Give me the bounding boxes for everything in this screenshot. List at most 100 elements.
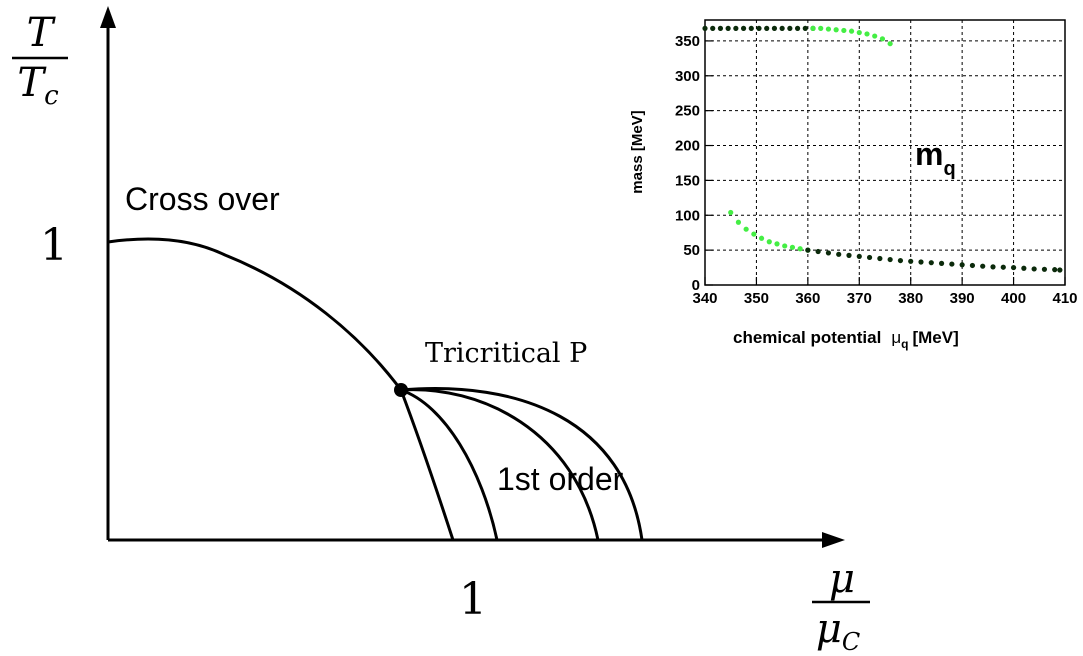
inset-data-point (866, 254, 873, 261)
inset-ytick-label: 250 (675, 103, 700, 120)
inset-data-point (728, 209, 734, 216)
inset-data-point (794, 25, 801, 31)
inset-data-point (733, 25, 739, 31)
inset-data-point (797, 246, 803, 252)
inset-points (702, 25, 1063, 273)
inset-data-point (751, 231, 757, 237)
inset-data-point (1057, 267, 1063, 273)
inset-data-point (725, 25, 731, 31)
first-order-label: 1st order (497, 461, 624, 497)
inset-data-point (1000, 264, 1006, 270)
inset-data-point (918, 259, 924, 265)
inset-data-point (887, 256, 893, 263)
inset-data-point (748, 25, 754, 31)
inset-data-point (848, 28, 855, 34)
inset-data-point (877, 255, 883, 262)
inset-data-point (856, 253, 862, 260)
inset-data-point (864, 31, 870, 37)
inset-data-point (897, 257, 904, 264)
inset-grid (705, 20, 1065, 285)
inset-ytick-label: 350 (675, 33, 700, 50)
inset-data-point (841, 27, 847, 34)
inset-xtick-label: 370 (847, 290, 872, 307)
inset-ytick-label: 50 (683, 242, 700, 259)
y-label-denominator: Tc (17, 60, 59, 111)
inset-data-point (887, 41, 893, 47)
inset-data-point (735, 219, 742, 225)
inset-data-point (969, 262, 976, 269)
inset-data-point (836, 251, 842, 257)
inset-data-point (825, 26, 832, 32)
inset-ytick-label: 100 (675, 207, 700, 224)
inset-data-point (1010, 264, 1017, 271)
crossover-curve (107, 237, 403, 391)
inset-data-point (1052, 267, 1058, 273)
inset-data-point (825, 250, 832, 256)
first-order-curve-3 (400, 388, 600, 541)
inset-data-point (1021, 265, 1027, 271)
inset-data-point (879, 36, 886, 42)
y-axis-arrowhead (100, 6, 116, 28)
inset-xtick-label: 400 (1001, 290, 1026, 307)
inset-ytick-label: 150 (675, 172, 700, 189)
inset-data-point (1031, 266, 1037, 272)
x-tick-1: 1 (459, 574, 487, 625)
inset-data-point (833, 27, 839, 33)
inset-background (626, 4, 1083, 368)
first-order-curve-1 (399, 389, 455, 541)
inset-data-point (805, 247, 811, 253)
crossover-label: Cross over (125, 181, 280, 217)
first-order-curve-2 (400, 388, 499, 541)
inset-data-point (787, 25, 793, 31)
inset-xlabel: chemical potential μq [MeV] (733, 328, 959, 351)
inset-data-point (779, 25, 785, 31)
inset-ticks: 340 350 360 370 380 390 400 410 0 50 100 150 200 250 3… (675, 33, 1078, 307)
inset-data-point (771, 25, 778, 31)
x-label-denominator: μC (816, 606, 860, 656)
inset-xtick-label: 350 (744, 290, 769, 307)
inset-ytick-label: 0 (692, 277, 700, 294)
inset-ytick-label: 300 (675, 68, 700, 85)
inset-data-point (846, 252, 852, 258)
inset-data-point (743, 226, 749, 232)
inset-data-point (766, 239, 772, 245)
inset-data-point (789, 244, 796, 250)
inset-data-point (959, 262, 965, 268)
inset-data-point (938, 260, 945, 266)
inset-ylabel: mass [MeV] (629, 110, 646, 193)
inset-data-point (758, 235, 765, 241)
inset-data-point (815, 248, 821, 255)
inset-xtick-label: 380 (898, 290, 923, 307)
y-tick-1: 1 (40, 220, 68, 271)
inset-data-point (810, 25, 816, 31)
inset-xtick-label: 390 (950, 290, 975, 307)
inset-data-point (802, 25, 808, 31)
mass-vs-chemical-potential-chart: 340 350 360 370 380 390 400 410 0 50 100 150 200 250 3… (629, 19, 1078, 351)
inset-annotation: mq (915, 136, 956, 180)
inset-frame (704, 19, 1066, 286)
inset-data-point (990, 264, 996, 270)
inset-data-point (710, 25, 716, 31)
phase-diagram: T Tc 1 1 μ μC Cross over Tricritical P 1… (12, 6, 870, 656)
inset-ytick-label: 200 (675, 138, 700, 155)
tricritical-label: Tricritical P (425, 338, 587, 369)
inset-data-point (980, 263, 986, 269)
first-order-curve-4 (400, 387, 644, 541)
inset-data-point (872, 33, 878, 39)
inset-data-point (908, 258, 914, 264)
inset-data-point (740, 25, 747, 31)
inset-data-point (702, 25, 708, 31)
inset-xtick-label: 340 (692, 290, 717, 307)
inset-data-point (856, 29, 862, 36)
inset-data-point (782, 243, 788, 249)
x-label-numerator: μ (829, 556, 855, 602)
inset-data-point (818, 25, 824, 31)
inset-data-point (717, 25, 724, 31)
inset-data-point (756, 25, 762, 31)
inset-data-point (928, 260, 934, 266)
inset-xtick-label: 360 (795, 290, 820, 307)
x-axis-arrowhead (822, 532, 845, 548)
inset-data-point (949, 261, 955, 267)
inset-data-point (1041, 266, 1048, 272)
